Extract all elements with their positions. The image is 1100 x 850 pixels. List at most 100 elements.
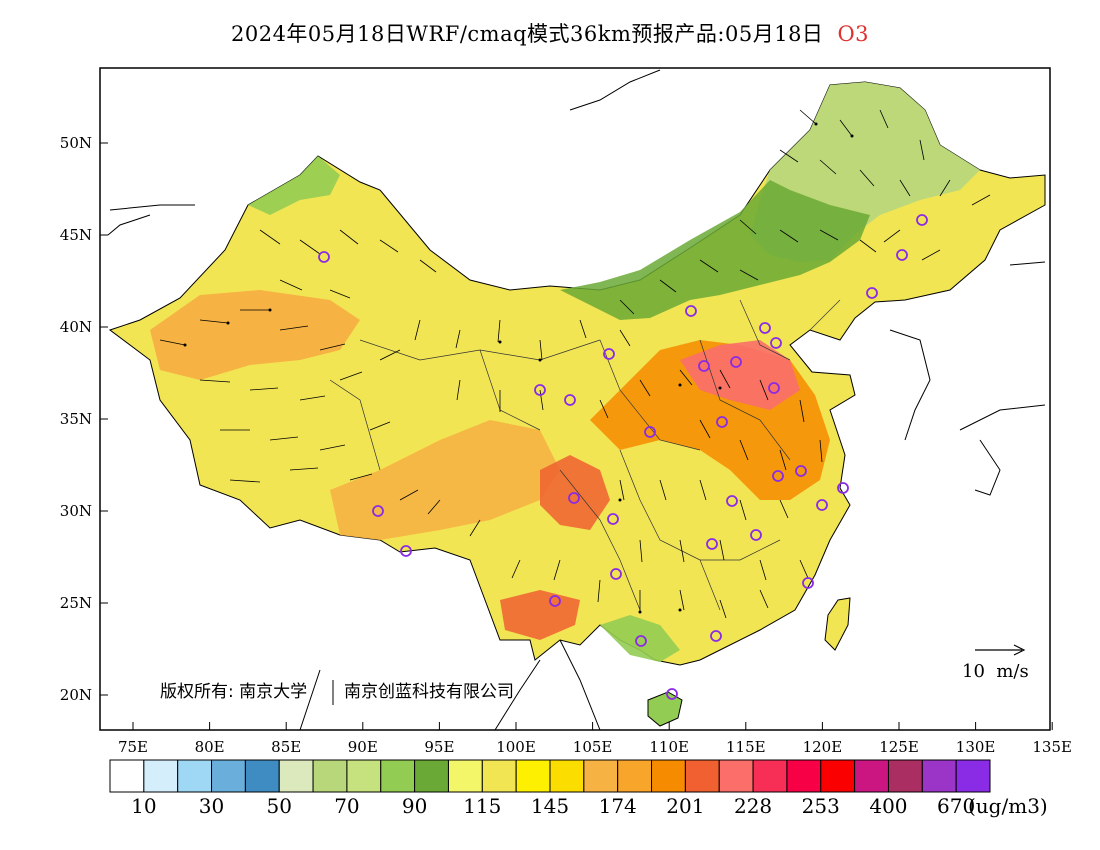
station-marker [768,382,780,394]
station-marker [866,287,878,299]
station-marker [802,577,814,589]
colorbar-label: 30 [198,794,225,818]
station-marker [730,356,742,368]
station-marker [710,630,722,642]
colorbar-swatch [481,759,517,793]
station-marker [726,495,738,507]
colorbar-unit: (ug/m3) [968,794,1048,818]
colorbar-swatch [278,759,314,793]
wind-vectors [159,109,991,619]
colorbar-swatch [921,759,957,793]
colorbar-swatch [549,759,585,793]
lat-tick-label: 45N [60,226,92,244]
colorbar-label: 90 [401,794,428,818]
lon-tick-label: 75E [118,738,148,756]
lon-tick-label: 105E [573,738,613,756]
colorbar-swatch [820,759,856,793]
lat-tick-label: 25N [60,594,92,612]
title-text: 2024年05月18日WRF/cmaq模式36km预报产品:05月18日 [230,22,824,46]
station-marker [816,499,828,511]
station-marker [564,394,576,406]
lon-tick-label: 100E [496,738,536,756]
station-marker [568,492,580,504]
colorbar-swatch [211,759,246,793]
indochina-outline [299,639,601,730]
colorbar-swatch [244,759,280,793]
station-marker [635,635,647,647]
station-marker [610,568,622,580]
station-marker [534,384,546,396]
station-markers [318,214,928,700]
colorbar-swatch [177,759,213,793]
colorbar-swatch [617,759,653,793]
lon-tick-label: 110E [649,738,689,756]
colorbar-swatch [312,759,348,793]
south-green-zone [600,615,680,662]
wind-reference-label: 10 m/s [962,661,1029,682]
colorbar-label: 253 [801,794,840,818]
wind-arrowheads [183,122,854,614]
station-marker [772,470,784,482]
station-marker [716,416,728,428]
colorbar-label: 145 [530,794,570,818]
colorbar-label: 400 [869,794,908,818]
station-marker [400,545,412,557]
station-marker [603,348,615,360]
station-marker [795,465,807,477]
station-marker [916,214,928,226]
beijing-hotspot [680,340,800,410]
station-marker [706,538,718,550]
colorbar-swatch [718,759,754,793]
map-title: 2024年05月18日WRF/cmaq模式36km预报产品:05月18日 O3 [0,18,1100,48]
wind-reference: 10 m/s [962,644,1029,682]
lon-tick-label: 85E [271,738,301,756]
station-marker [607,513,619,525]
latitude-axis: 50N 45N 40N 35N 30N 25N 20N [60,134,108,704]
station-marker [372,505,384,517]
lon-tick-label: 95E [424,738,454,756]
colorbar-label: 10 [131,794,157,818]
lon-tick-label: 125E [879,738,919,756]
lon-tick-label: 120E [803,738,843,756]
colorbar-swatch [583,759,619,793]
colorbar-swatch [109,759,145,793]
station-marker [549,595,561,607]
colorbar-swatch [854,759,889,793]
colorbar-label: 174 [598,794,637,818]
colorbar-swatch [786,759,822,793]
lat-tick-label: 30N [60,502,92,520]
station-marker [685,305,697,317]
pollutant-label: O3 [837,22,870,46]
copyright-owner: 版权所有: 南京大学 [160,682,307,702]
colorbar-swatch [955,759,991,793]
northwest-green [248,156,340,215]
lat-tick-label: 20N [60,686,92,704]
longitude-axis: 75E 80E 85E 90E 95E 100E 105E 110E 115E 120E 125E 1… [118,722,1072,756]
colorbar-label: 670 [937,794,976,818]
station-marker [759,322,771,334]
colorbar-swatch [447,759,483,793]
lat-tick-label: 35N [60,410,92,428]
colorbar-swatch [143,759,179,793]
colorbar-swatch [651,759,686,793]
inner-mongolia-zone [560,180,870,320]
station-marker [770,337,782,349]
colorbar-label: 70 [334,794,360,818]
map-content: 版权所有: 南京大学 南京创蓝科技有限公司 10 m/s [107,69,1046,730]
colorbar-label: 228 [733,794,773,818]
taiwan-island [824,597,851,651]
station-marker [750,529,762,541]
colorbar [109,759,991,793]
neighbor-outline-north [107,69,661,236]
lon-tick-label: 115E [726,738,766,756]
colorbar-label: 115 [463,794,502,818]
colorbar-swatch [515,759,551,793]
lon-tick-label: 90E [348,738,378,756]
colorbar-label: 50 [266,794,292,818]
colorbar-label: 201 [666,794,705,818]
tarim-high-zone [150,290,360,380]
station-marker [837,482,849,494]
lon-tick-label: 80E [195,738,225,756]
lon-tick-label: 130E [956,738,996,756]
station-marker [666,688,678,700]
